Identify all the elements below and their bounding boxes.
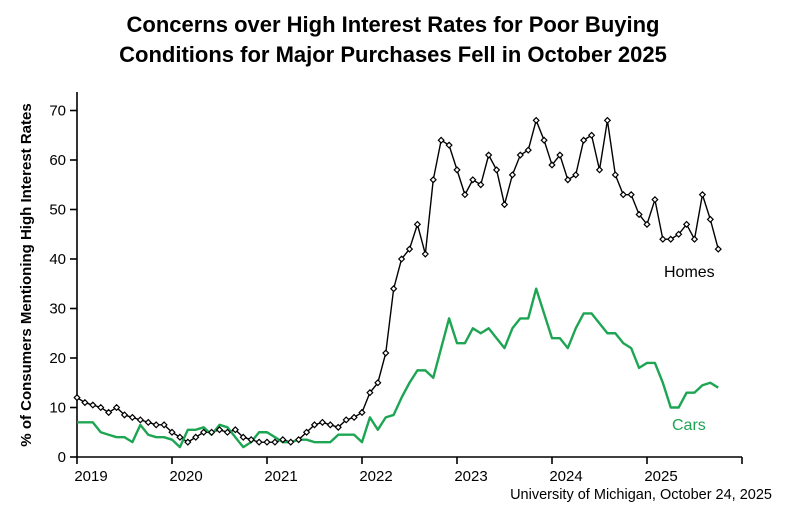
x-tick-label: 2024: [549, 468, 582, 485]
chart-title: Concerns over High Interest Rates for Po…: [0, 10, 786, 71]
cars-line: [77, 287, 719, 449]
y-tick-label: 60: [49, 152, 66, 169]
x-tick-label: 2021: [264, 468, 297, 485]
homes-series-label: Homes: [664, 264, 715, 281]
y-tick-label: 10: [49, 400, 66, 417]
x-tick-label: 2019: [74, 468, 107, 485]
homes-line: [76, 118, 719, 443]
x-tick-label: 2020: [169, 468, 202, 485]
y-tick-label: 0: [58, 449, 66, 466]
y-tick-label: 50: [49, 202, 66, 219]
y-tick-label: 70: [49, 103, 66, 120]
x-tick-label: 2022: [359, 468, 392, 485]
cars-series-label: Cars: [672, 417, 706, 434]
x-tick-label: 2023: [454, 468, 487, 485]
chart-title-line1: Concerns over High Interest Rates for Po…: [126, 12, 660, 37]
x-tick-label: 2025: [644, 468, 677, 485]
source-caption: University of Michigan, October 24, 2025: [510, 487, 772, 503]
chart-title-line2: Conditions for Major Purchases Fell in O…: [119, 42, 667, 68]
y-tick-label: 20: [49, 350, 66, 367]
y-tick-label: 40: [49, 251, 66, 268]
homes-markers: [73, 116, 722, 446]
y-tick-label: 30: [49, 301, 66, 318]
